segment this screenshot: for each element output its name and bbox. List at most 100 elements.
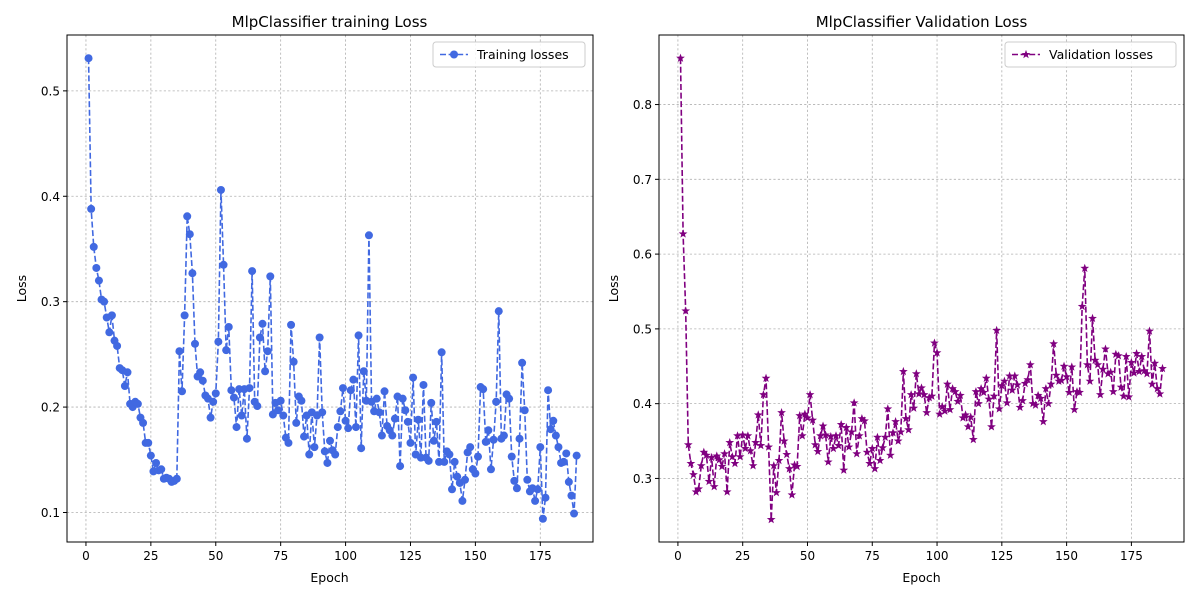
data-point [1057, 375, 1066, 385]
data-point [538, 514, 547, 523]
data-point [1018, 396, 1027, 405]
x-tick-label: 75 [865, 549, 880, 563]
data-point [867, 443, 877, 453]
data-point [958, 413, 968, 422]
data-point [139, 418, 148, 427]
data-point [510, 476, 519, 485]
data-point [448, 485, 457, 494]
data-point [1077, 301, 1087, 311]
data-point [1054, 376, 1064, 385]
data-point [1132, 348, 1141, 358]
data-point [784, 464, 794, 473]
data-point [826, 431, 836, 441]
data-point [1155, 389, 1165, 398]
x-tick-label: 150 [464, 549, 487, 563]
data-point [722, 487, 732, 496]
data-point [730, 458, 740, 468]
data-point [572, 451, 581, 460]
data-point [544, 386, 553, 395]
data-point [725, 437, 735, 447]
data-point [440, 457, 449, 466]
data-point [414, 415, 423, 424]
data-point [676, 53, 685, 62]
data-point [245, 384, 254, 393]
data-point [792, 461, 802, 471]
data-point [865, 458, 875, 468]
legend-label: Training losses [476, 47, 569, 62]
data-point [756, 440, 766, 450]
data-point [764, 442, 773, 451]
data-point [782, 449, 792, 459]
data-point [1090, 355, 1100, 365]
data-point [380, 387, 389, 396]
data-point [1095, 390, 1105, 399]
data-point [911, 369, 921, 378]
data-point [432, 417, 441, 426]
data-point [144, 438, 153, 447]
x-tick-label: 75 [273, 549, 288, 563]
data-point [955, 390, 965, 400]
data-point [992, 325, 1002, 335]
data-point [1067, 362, 1077, 371]
data-point [1101, 344, 1110, 353]
data-point [406, 438, 415, 447]
data-point [562, 449, 571, 458]
data-point [932, 348, 942, 357]
data-point [458, 496, 467, 505]
legend-label: Validation losses [1049, 47, 1153, 62]
data-point [486, 465, 495, 474]
data-point [979, 387, 989, 397]
data-point [1129, 368, 1139, 377]
data-point [740, 443, 750, 453]
data-point [1002, 398, 1012, 407]
data-point [847, 427, 856, 436]
data-point [808, 415, 818, 424]
data-point [997, 381, 1007, 390]
data-point [909, 403, 919, 412]
data-point [717, 461, 727, 471]
data-point [419, 380, 428, 389]
data-point [1036, 393, 1046, 403]
data-point [1108, 387, 1118, 396]
y-tick-label: 0.5 [41, 84, 60, 98]
legend: Training losses [432, 41, 586, 68]
data-point [810, 440, 820, 449]
x-tick-label: 0 [82, 549, 90, 563]
data-point [429, 436, 438, 445]
data-point [315, 333, 324, 342]
data-point [190, 339, 199, 348]
data-point [403, 417, 412, 426]
data-point [712, 451, 722, 460]
data-point [1080, 263, 1090, 273]
data-point [427, 398, 436, 407]
y-tick-label: 0.2 [41, 401, 60, 415]
data-point [100, 297, 109, 306]
data-point [981, 373, 991, 382]
data-point [1049, 339, 1059, 348]
data-point [237, 411, 246, 420]
data-point [950, 387, 960, 396]
data-point [178, 387, 187, 396]
data-point [696, 461, 706, 470]
data-point [551, 431, 560, 440]
data-point [520, 406, 529, 415]
data-point [790, 460, 799, 469]
data-point [300, 432, 309, 441]
data-point [489, 435, 498, 444]
validation-loss-chart: MlpClassifier Validation Loss Epoch Loss… [606, 13, 1185, 585]
data-point [253, 402, 262, 411]
data-point [533, 485, 542, 494]
data-point [963, 422, 973, 431]
data-point [541, 493, 550, 502]
data-point [570, 509, 579, 518]
data-point [1031, 400, 1040, 409]
data-point [89, 242, 98, 251]
data-point [94, 276, 103, 285]
data-point [1064, 387, 1074, 397]
data-point [1093, 360, 1103, 369]
data-point [274, 406, 283, 415]
x-tick-label: 100 [926, 549, 949, 563]
y-tick-label: 0.4 [633, 397, 652, 411]
data-point [1028, 399, 1038, 408]
